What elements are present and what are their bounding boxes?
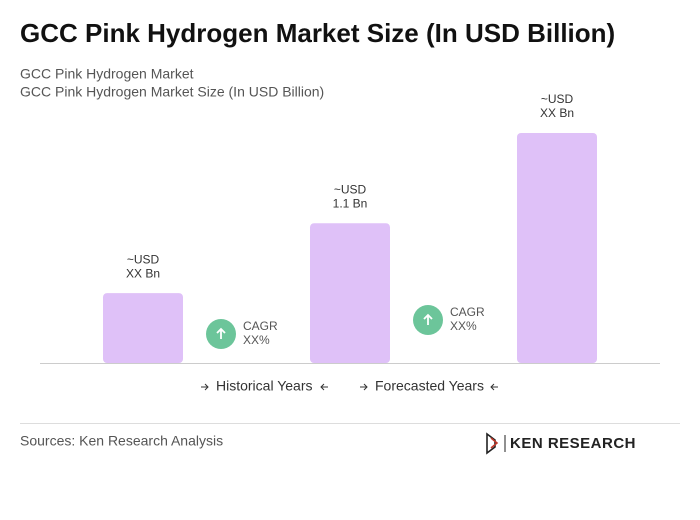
subtitle: GCC Pink Hydrogen Market — [20, 66, 194, 82]
value-label: 1.1 Bn — [333, 196, 368, 210]
cagr-arrow — [423, 313, 433, 325]
subtitle: GCC Pink Hydrogen Market Size (In USD Bi… — [20, 84, 324, 100]
value-label: ~USD — [127, 252, 160, 266]
cagr-label: XX% — [450, 319, 477, 333]
source: Sources: Ken Research Analysis — [20, 433, 223, 449]
logo-icon — [490, 437, 499, 449]
value-label: XX Bn — [126, 266, 160, 280]
logo: KEN RESEARCH — [486, 432, 636, 455]
legend-label: Forecasted Years — [375, 378, 484, 394]
bar — [310, 223, 390, 363]
arrow — [320, 383, 328, 391]
arrow — [360, 383, 368, 391]
value-label: ~USD — [334, 182, 367, 196]
legend-label: Historical Years — [216, 378, 313, 394]
bar — [103, 293, 183, 363]
value-label: XX Bn — [540, 106, 574, 120]
value-label: ~USD — [541, 92, 574, 106]
cagr-label: XX% — [243, 333, 270, 347]
cagr-label: CAGR — [243, 319, 278, 333]
logo-text: KEN RESEARCH — [510, 435, 636, 452]
cagr-label: CAGR — [450, 305, 485, 319]
arrow — [490, 383, 498, 391]
arrow — [201, 383, 209, 391]
cagr-arrow — [216, 327, 226, 339]
bar — [517, 133, 597, 363]
logo-icon — [486, 432, 496, 455]
chart-title: GCC Pink Hydrogen Market Size (In USD Bi… — [20, 18, 615, 48]
